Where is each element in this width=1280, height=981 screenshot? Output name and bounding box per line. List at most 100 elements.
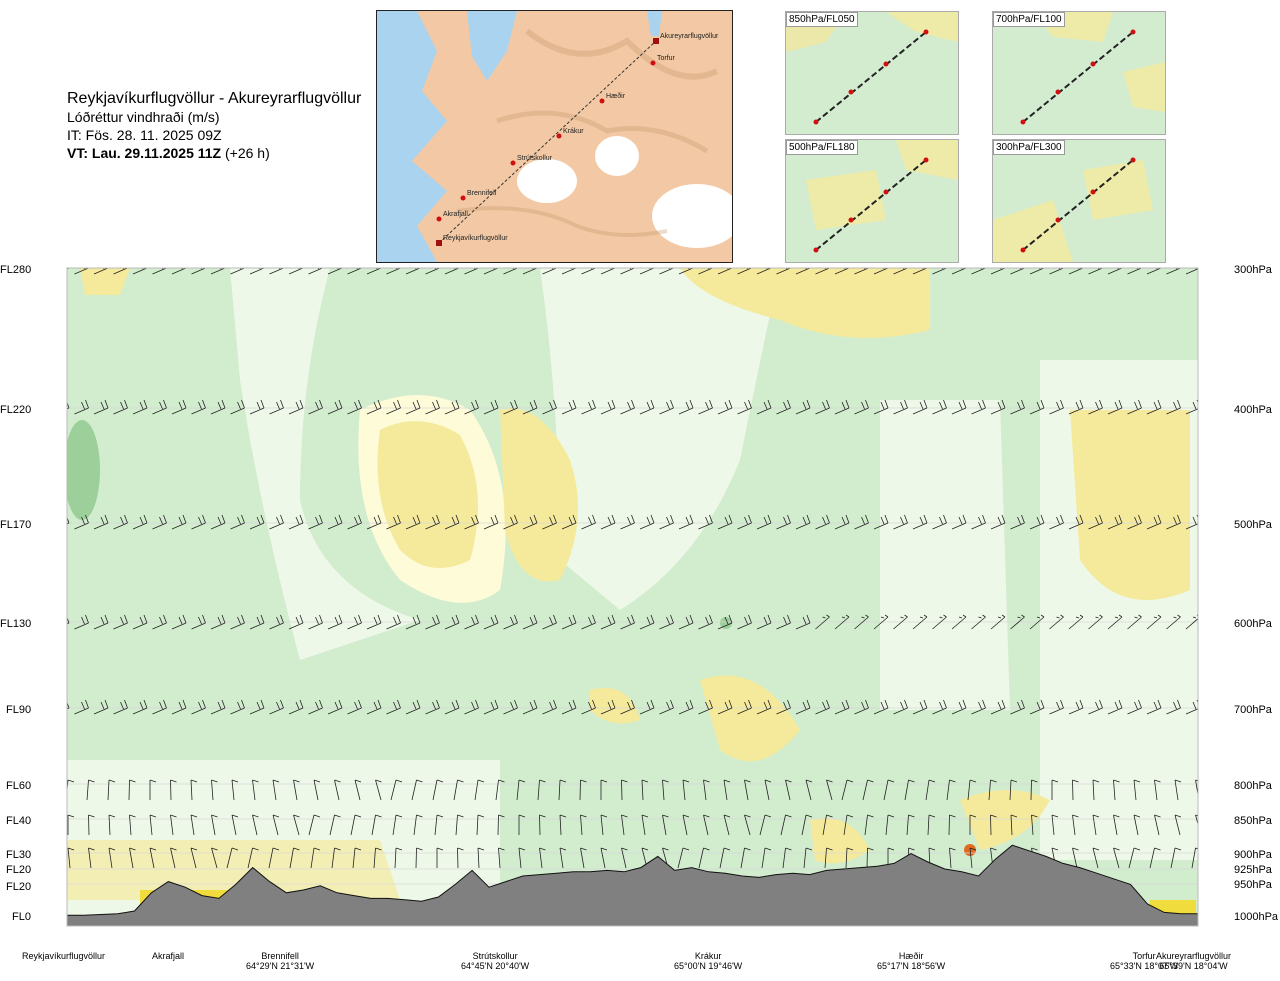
wind-barb xyxy=(925,779,936,801)
wind-barb xyxy=(230,614,245,630)
wind-barb xyxy=(912,514,928,530)
wind-barb xyxy=(252,779,259,801)
level-map-500[interactable]: 500hPa/FL180 xyxy=(785,139,959,263)
wind-barb xyxy=(152,514,167,530)
wind-barb xyxy=(834,514,850,530)
map-sea-west xyxy=(377,11,447,262)
wind-barb xyxy=(522,614,538,630)
pressure-label: 300hPa xyxy=(1234,264,1272,276)
wind-barb xyxy=(1154,814,1161,836)
wind-barb xyxy=(1049,268,1064,275)
wind-barb xyxy=(639,614,655,630)
level-map-300[interactable]: 300hPa/FL300 xyxy=(992,139,1166,263)
wind-barb xyxy=(737,514,752,530)
wind-barb xyxy=(659,614,674,630)
wind-barb xyxy=(272,779,280,801)
wind-barb xyxy=(405,699,421,715)
wind-barb xyxy=(413,814,423,836)
wind-barb xyxy=(912,614,928,630)
location-label: Strútskollur 64°45'N 20°40'W xyxy=(461,951,529,971)
wind-barb xyxy=(211,814,218,836)
wind-barb xyxy=(1195,779,1198,797)
wind-barb xyxy=(230,268,245,275)
wind-barb xyxy=(1174,779,1182,801)
pressure-label: 1000hPa xyxy=(1234,911,1279,923)
wind-barb xyxy=(347,699,362,715)
overview-map: Akureyrarflugvöllur Torfur Hæðir Krákur Strú… xyxy=(376,10,733,263)
wind-barb xyxy=(373,847,382,869)
wind-barb xyxy=(542,699,557,715)
wind-barb xyxy=(211,779,218,801)
wind-barb xyxy=(366,614,382,630)
wind-barb xyxy=(327,268,343,275)
wind-barb xyxy=(1133,779,1141,801)
location-label: Akrafjall xyxy=(152,951,184,961)
wind-barb xyxy=(191,514,206,530)
wind-barb xyxy=(967,779,977,801)
wind-barb xyxy=(744,779,751,801)
wind-barb xyxy=(776,699,791,715)
wind-barb xyxy=(698,699,713,715)
field-up-2 xyxy=(500,408,578,582)
map-point-label: Hæðir xyxy=(606,92,626,100)
wind-barb xyxy=(230,399,245,415)
location-name: Brennifell xyxy=(261,951,299,961)
wind-barb xyxy=(1010,614,1025,630)
wind-barb xyxy=(873,399,889,415)
location-name: Akrafjall xyxy=(152,951,185,961)
parameter-label: Lóðréttur vindhraði (m/s) xyxy=(67,109,220,125)
wind-barb xyxy=(327,514,343,530)
wind-barb xyxy=(698,847,710,869)
wind-barb xyxy=(717,514,733,530)
wind-barb xyxy=(639,514,655,530)
level-map-700[interactable]: 700hPa/FL100 xyxy=(992,11,1166,135)
level-map-850[interactable]: 850hPa/FL050 xyxy=(785,11,959,135)
wind-barb xyxy=(1133,814,1141,836)
wind-barb xyxy=(249,699,265,715)
wind-barb xyxy=(1088,514,1103,530)
map-airport-marker xyxy=(436,240,442,246)
wind-barb xyxy=(1174,814,1182,836)
wind-barb xyxy=(639,699,655,715)
wind-barb xyxy=(249,514,265,530)
wind-barb xyxy=(1154,779,1161,801)
heatmap-field xyxy=(67,268,1198,926)
wind-barb xyxy=(74,514,89,530)
pressure-label: 500hPa xyxy=(1234,519,1272,531)
wind-barb xyxy=(946,779,956,801)
wind-barb xyxy=(581,399,596,415)
wind-barb xyxy=(1088,614,1103,630)
wind-barb xyxy=(621,847,628,869)
location-coord: 65°39'N 18°04'W xyxy=(1159,961,1228,971)
wind-barb xyxy=(537,779,546,801)
wind-barb xyxy=(756,699,772,715)
wind-barb xyxy=(795,514,811,530)
location-label: Krákur 65°00'N 19°46'W xyxy=(674,951,742,971)
wind-barb xyxy=(129,847,136,869)
wind-barb xyxy=(1107,268,1123,275)
wind-barb xyxy=(1088,399,1103,415)
wind-barb xyxy=(231,779,239,801)
wind-barb xyxy=(581,268,596,275)
wind-barb xyxy=(67,847,75,869)
wind-barb xyxy=(971,614,986,630)
wind-barb xyxy=(152,614,167,630)
wind-barbs xyxy=(67,268,1198,869)
map-glacier-3 xyxy=(652,184,732,248)
wind-barb xyxy=(1166,399,1181,415)
wind-barb xyxy=(678,399,694,415)
wind-barb xyxy=(1010,514,1025,530)
wind-barb xyxy=(190,847,198,869)
wind-barb xyxy=(845,847,854,869)
wind-barb xyxy=(289,847,300,869)
wind-barb xyxy=(132,268,148,275)
wind-barb xyxy=(1107,399,1123,415)
wind-barb xyxy=(912,268,928,275)
field-weak-1 xyxy=(230,268,420,660)
wind-barb xyxy=(912,399,928,415)
wind-barb xyxy=(542,399,557,415)
wind-barb xyxy=(93,399,109,415)
wind-barb xyxy=(659,514,674,530)
location-coord: 64°45'N 20°40'W xyxy=(461,961,530,971)
wind-barb xyxy=(1051,814,1059,836)
